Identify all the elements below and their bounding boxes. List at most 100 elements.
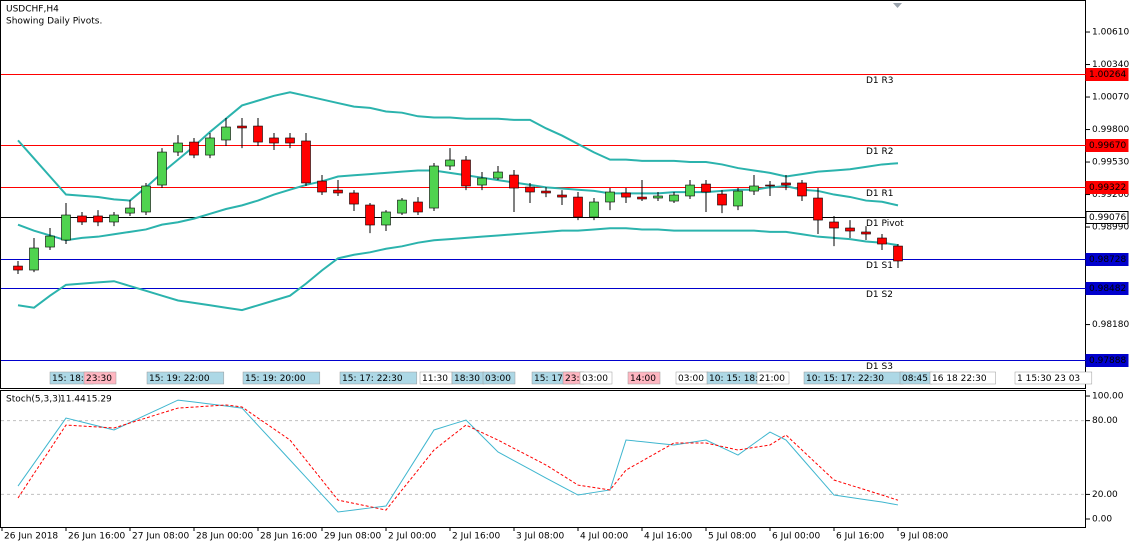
pivot-tag-label: 0.97888 xyxy=(1089,356,1126,366)
shift-marker[interactable] xyxy=(893,3,902,8)
candle-body xyxy=(765,184,775,187)
pivot-name: D1 S3 xyxy=(866,362,893,372)
pivot-name: D1 S2 xyxy=(866,290,893,300)
session-label: 23: xyxy=(565,374,579,384)
session-box xyxy=(146,371,225,385)
candle-body xyxy=(477,177,487,186)
candle-body xyxy=(77,215,87,223)
pivot-tag xyxy=(1085,68,1129,81)
candle-body xyxy=(237,125,247,129)
bollinger-band xyxy=(17,227,899,312)
candle-body xyxy=(29,247,39,271)
y-tick-label: 1.00340 xyxy=(1092,60,1129,70)
session-box xyxy=(339,371,418,385)
session-label: 21:00 xyxy=(759,374,785,384)
session-label: 15: 19: 22:00 xyxy=(149,374,210,384)
pivot-tag xyxy=(1085,211,1129,224)
candle-body xyxy=(749,185,759,192)
x-tick-label: 29 Jun 08:00 xyxy=(324,532,381,542)
candle-body xyxy=(573,196,583,218)
pivot-tag-label: 1.00264 xyxy=(1089,70,1126,80)
candle-body xyxy=(605,191,615,203)
candle-body xyxy=(829,221,839,229)
session-label: 23:30 xyxy=(86,374,112,384)
candle-body xyxy=(461,159,471,187)
session-label: 03:00 xyxy=(678,374,704,384)
stoch-line xyxy=(17,399,899,513)
y-tick-label: 80.00 xyxy=(1092,416,1118,426)
pivot-tag xyxy=(1085,354,1129,367)
pivot-name: D1 Pivot xyxy=(866,219,904,229)
session-label: 18:30 xyxy=(454,374,480,384)
candle-body xyxy=(653,195,663,199)
candle-body xyxy=(109,214,119,223)
pivot-tag-label: 0.98482 xyxy=(1089,284,1126,294)
session-label: 10: 15: 17: 22:30 xyxy=(806,374,884,384)
y-tick-label: 0.98180 xyxy=(1092,320,1129,330)
session-label: 15: 17: xyxy=(534,374,566,384)
session-box xyxy=(627,371,661,385)
session-box xyxy=(1014,371,1093,385)
x-tick-label: 26 Jun 16:00 xyxy=(68,532,125,542)
candle-body xyxy=(541,190,551,194)
session-box xyxy=(83,371,117,385)
pivot-tag-label: 0.99076 xyxy=(1089,213,1126,223)
candle-body xyxy=(413,201,423,213)
candle-body xyxy=(317,180,327,193)
candle-body xyxy=(285,137,295,144)
stoch-line xyxy=(17,404,899,511)
session-box xyxy=(482,371,516,385)
candle-body xyxy=(173,142,183,153)
pivot-tag xyxy=(1085,282,1129,295)
pivot-tag xyxy=(1085,253,1129,266)
candle-body xyxy=(269,137,279,144)
pivot-name: D1 R3 xyxy=(866,76,894,86)
session-box xyxy=(242,371,321,385)
pivot-name: D1 R1 xyxy=(866,189,894,199)
y-tick-label: 0.98990 xyxy=(1092,223,1129,233)
candle-body xyxy=(493,171,503,179)
session-box xyxy=(929,371,996,385)
stoch-k-value: 11.44 xyxy=(60,395,86,405)
main-panel-border xyxy=(0,0,1086,389)
session-label: 1 15:30 23 03 xyxy=(1017,374,1080,384)
candle-body xyxy=(189,141,199,156)
candle-body xyxy=(717,193,727,206)
candle-body xyxy=(125,207,135,214)
candle-body xyxy=(685,184,695,197)
candle-body xyxy=(877,237,887,245)
session-label: 08:45 xyxy=(902,374,928,384)
x-tick-label: 5 Jul 08:00 xyxy=(708,532,757,542)
candle-body xyxy=(381,211,391,226)
session-label: 03:00 xyxy=(582,374,608,384)
chart-title: USDCHF,H4 xyxy=(6,5,59,15)
candle-body xyxy=(669,194,679,202)
session-label: 11:30 xyxy=(422,374,448,384)
candle-body xyxy=(797,182,807,197)
candle-body xyxy=(781,182,791,186)
y-tick-label: 0.99800 xyxy=(1092,125,1129,135)
chart-subtitle: Showing Daily Pivots. xyxy=(6,17,102,27)
session-label: 15: 18: xyxy=(52,374,84,384)
session-box xyxy=(579,371,613,385)
candle-body xyxy=(893,245,903,262)
session-label: 10: 15: 18: xyxy=(709,374,758,384)
session-label: 15: 17: 22:30 xyxy=(342,374,403,384)
pivot-name: D1 R2 xyxy=(866,147,894,157)
x-tick-label: 9 Jul 08:00 xyxy=(900,532,949,542)
session-label: 15: 19: 20:00 xyxy=(245,374,306,384)
y-tick-label: 0.99260 xyxy=(1092,190,1129,200)
x-tick-label: 2 Jul 00:00 xyxy=(388,532,437,542)
x-tick-label: 6 Jul 00:00 xyxy=(772,532,821,542)
x-tick-label: 2 Jul 16:00 xyxy=(452,532,501,542)
candle-body xyxy=(589,201,599,218)
y-tick-label: 20.00 xyxy=(1092,490,1118,500)
y-tick-label: 0.00 xyxy=(1092,515,1112,525)
y-tick-label: 100.00 xyxy=(1092,392,1124,402)
candle-body xyxy=(557,194,567,198)
candle-body xyxy=(13,265,23,271)
candle-body xyxy=(845,227,855,232)
candle-body xyxy=(205,137,215,156)
candle-body xyxy=(525,186,535,193)
